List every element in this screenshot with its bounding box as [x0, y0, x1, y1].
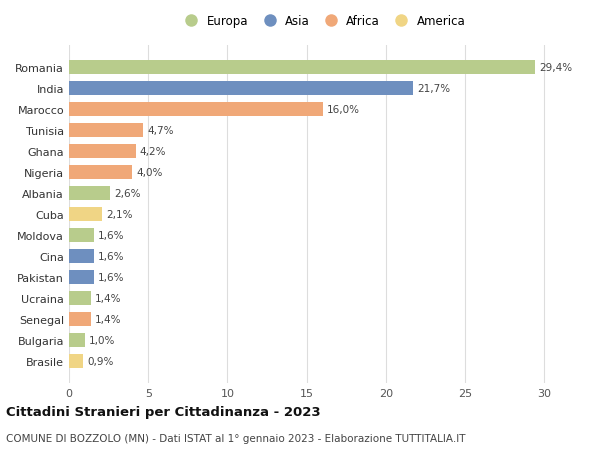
- Bar: [69, 166, 133, 179]
- Bar: [69, 124, 143, 138]
- Text: 4,7%: 4,7%: [148, 126, 174, 136]
- Text: 2,6%: 2,6%: [114, 189, 140, 199]
- Text: 16,0%: 16,0%: [326, 105, 359, 115]
- Bar: [69, 271, 94, 284]
- Text: 1,0%: 1,0%: [89, 335, 115, 345]
- Text: 0,9%: 0,9%: [87, 356, 113, 366]
- Text: 1,4%: 1,4%: [95, 293, 122, 303]
- Bar: [69, 82, 413, 96]
- Text: 4,2%: 4,2%: [140, 147, 166, 157]
- Text: Cittadini Stranieri per Cittadinanza - 2023: Cittadini Stranieri per Cittadinanza - 2…: [6, 405, 320, 419]
- Text: 1,6%: 1,6%: [98, 252, 125, 262]
- Bar: [69, 208, 102, 221]
- Bar: [69, 103, 323, 117]
- Text: 2,1%: 2,1%: [106, 210, 133, 219]
- Bar: [69, 187, 110, 201]
- Text: 1,6%: 1,6%: [98, 230, 125, 241]
- Bar: [69, 333, 85, 347]
- Text: 4,0%: 4,0%: [136, 168, 163, 178]
- Bar: [69, 291, 91, 305]
- Bar: [69, 229, 94, 242]
- Text: 1,6%: 1,6%: [98, 272, 125, 282]
- Text: COMUNE DI BOZZOLO (MN) - Dati ISTAT al 1° gennaio 2023 - Elaborazione TUTTITALIA: COMUNE DI BOZZOLO (MN) - Dati ISTAT al 1…: [6, 433, 466, 442]
- Bar: [69, 61, 535, 75]
- Bar: [69, 145, 136, 158]
- Text: 29,4%: 29,4%: [539, 63, 572, 73]
- Bar: [69, 354, 83, 368]
- Text: 1,4%: 1,4%: [95, 314, 122, 324]
- Bar: [69, 250, 94, 263]
- Bar: [69, 313, 91, 326]
- Legend: Europa, Asia, Africa, America: Europa, Asia, Africa, America: [179, 15, 466, 28]
- Text: 21,7%: 21,7%: [417, 84, 450, 94]
